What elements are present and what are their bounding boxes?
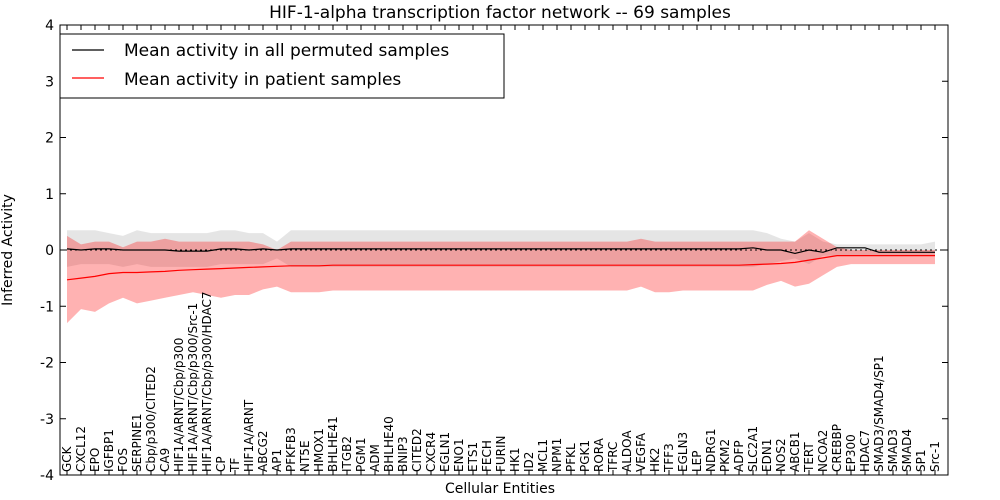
x-tick-label: MCL1 bbox=[536, 439, 550, 472]
x-tick-label: PGK1 bbox=[578, 440, 592, 472]
x-tick-label: NPM1 bbox=[550, 438, 564, 472]
x-tick-label: ABCG2 bbox=[256, 430, 270, 472]
x-tick-label: HIF1A/ARNT/Cbp/p300 bbox=[172, 338, 186, 472]
legend: Mean activity in all permuted samples Me… bbox=[59, 33, 505, 99]
x-tick-label: HK1 bbox=[508, 447, 522, 472]
x-tick-label: IGFBP1 bbox=[102, 429, 116, 472]
x-tick-label: CREBBP bbox=[830, 424, 844, 472]
x-tick-label: SP1 bbox=[914, 450, 928, 473]
x-tick-label: FOS bbox=[116, 448, 130, 472]
x-tick-label: PGM1 bbox=[354, 437, 368, 472]
x-tick-label: CITED2 bbox=[410, 428, 424, 472]
x-tick-label: ENO1 bbox=[452, 438, 466, 472]
x-tick-label: FURIN bbox=[494, 435, 508, 472]
x-tick-label: NOS2 bbox=[774, 438, 788, 472]
x-tick-label: HMOX1 bbox=[312, 428, 326, 472]
series-line-patient bbox=[66, 255, 935, 281]
x-tick-label: Cbp/p300/CITED2 bbox=[144, 366, 158, 472]
chart-title: HIF-1-alpha transcription factor network… bbox=[269, 3, 731, 23]
x-axis: GCK CXCL12 EPO IGFBP1 FOS SERPINE1 Cbp/p300/CI… bbox=[60, 25, 942, 475]
x-tick-label: AP1 bbox=[270, 449, 284, 472]
x-tick-label: BHLHE41 bbox=[326, 416, 340, 472]
x-tick-label: HIF1A/ARNT/Cbp/p300/HDAC7 bbox=[200, 291, 214, 472]
y-tick-label: 3 bbox=[45, 74, 54, 90]
x-tick-label: GCK bbox=[60, 445, 74, 472]
x-tick-label: PFKFB3 bbox=[284, 427, 298, 472]
y-tick-label: 1 bbox=[45, 187, 54, 203]
x-tick-label: SERPINE1 bbox=[130, 413, 144, 472]
x-tick-label: SLC2A1 bbox=[746, 426, 760, 472]
x-tick-label: HK2 bbox=[648, 447, 662, 472]
x-tick-label: HDAC7 bbox=[858, 430, 872, 472]
x-tick-label: CXCR4 bbox=[424, 432, 438, 472]
x-axis-label: Cellular Entities bbox=[445, 481, 555, 497]
x-tick-label: TF bbox=[228, 458, 242, 473]
x-tick-label: SMAD3/SMAD4/SP1 bbox=[872, 355, 886, 472]
x-tick-label: ABCB1 bbox=[788, 432, 802, 472]
x-tick-label: EDN1 bbox=[760, 439, 774, 472]
x-tick-label: FECH bbox=[480, 440, 494, 472]
x-tick-label: VEGFA bbox=[634, 432, 648, 472]
x-tick-label: SMAD3 bbox=[886, 429, 900, 472]
legend-label-permuted: Mean activity in all permuted samples bbox=[124, 41, 449, 61]
y-tick-label: 2 bbox=[45, 131, 54, 147]
x-tick-label: EPO bbox=[88, 448, 102, 472]
series-lines bbox=[66, 247, 935, 281]
x-tick-label: EGLN1 bbox=[438, 432, 452, 472]
x-tick-label: ADM bbox=[368, 444, 382, 472]
x-tick-label: TFF3 bbox=[662, 443, 676, 473]
x-tick-label: SMAD4 bbox=[900, 429, 914, 472]
y-tick-label: 0 bbox=[45, 243, 54, 259]
y-tick-label: -3 bbox=[40, 412, 54, 428]
x-tick-label: PKM2 bbox=[718, 439, 732, 472]
x-tick-label: NT5E bbox=[298, 440, 312, 472]
x-tick-label: BHLHE40 bbox=[382, 416, 396, 472]
y-tick-label: -4 bbox=[40, 468, 54, 484]
x-tick-label: NCOA2 bbox=[816, 430, 830, 472]
band-patient bbox=[67, 230, 935, 324]
y-axis: -4 -3 -2 -1 0 1 2 3 4 bbox=[40, 18, 948, 484]
x-tick-label: EGLN3 bbox=[676, 432, 690, 472]
y-tick-label: 4 bbox=[45, 18, 54, 34]
x-tick-label: ID2 bbox=[522, 452, 536, 472]
series-line-permuted bbox=[66, 247, 935, 255]
y-axis-label: Inferred Activity bbox=[0, 194, 16, 306]
y-tick-label: -1 bbox=[40, 299, 54, 315]
x-tick-label: ADFP bbox=[732, 440, 746, 472]
x-tick-label: CP bbox=[214, 456, 228, 472]
x-tick-label: PFKL bbox=[564, 443, 578, 472]
x-tick-label: RORA bbox=[592, 437, 606, 472]
y-tick-label: -2 bbox=[40, 356, 54, 372]
x-tick-label: TERT bbox=[802, 442, 816, 473]
x-tick-label: CXCL12 bbox=[74, 426, 88, 472]
x-tick-label: Src-1 bbox=[928, 441, 942, 472]
legend-label-patient: Mean activity in patient samples bbox=[124, 70, 401, 90]
x-tick-label: HIF1A/ARNT/Cbp/p300/Src-1 bbox=[186, 303, 200, 472]
x-tick-label: TFRC bbox=[606, 442, 620, 473]
x-tick-label: ETS1 bbox=[466, 442, 480, 472]
x-tick-label: EP300 bbox=[844, 434, 858, 472]
legend-box bbox=[59, 33, 505, 99]
x-tick-label: BNIP3 bbox=[396, 436, 410, 472]
x-tick-label: HIF1A/ARNT bbox=[242, 399, 256, 472]
x-tick-label: LEP bbox=[690, 450, 704, 472]
x-tick-label: ALDOA bbox=[620, 430, 634, 472]
plot-area: -4 -3 -2 -1 0 1 2 3 4 GCK CXCL12 EPO IGFBP1 FOS SERPI… bbox=[40, 18, 949, 484]
x-tick-label: NDRG1 bbox=[704, 429, 718, 473]
x-tick-label: CA9 bbox=[158, 448, 172, 472]
x-tick-label: ITGB2 bbox=[340, 436, 354, 472]
